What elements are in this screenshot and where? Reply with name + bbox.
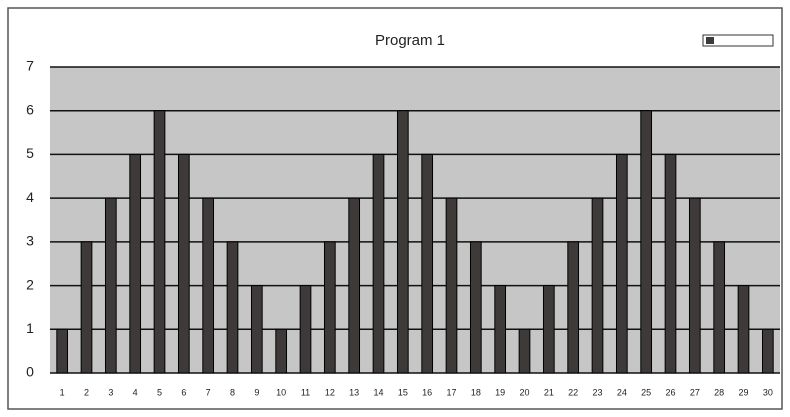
bar — [275, 328, 288, 374]
legend-swatch — [706, 37, 714, 44]
bar — [542, 285, 555, 374]
bar — [445, 197, 458, 374]
x-tick-label: 23 — [592, 387, 602, 397]
x-tick-label: 27 — [690, 387, 700, 397]
x-tick-label: 28 — [714, 387, 724, 397]
x-tick-label: 26 — [665, 387, 675, 397]
bar — [567, 241, 580, 374]
bar — [153, 110, 166, 374]
x-tick-label: 7 — [206, 387, 211, 397]
legend — [702, 34, 774, 47]
x-tick-label: 19 — [495, 387, 505, 397]
x-tick-label: 3 — [108, 387, 113, 397]
x-tick-label: 24 — [617, 387, 627, 397]
x-tick-label: 14 — [373, 387, 383, 397]
plot-area — [50, 67, 780, 373]
bar — [518, 328, 531, 374]
chart-title: Program 1 — [375, 32, 445, 49]
x-tick-label: 12 — [325, 387, 335, 397]
y-tick-label: 2 — [26, 276, 34, 292]
y-tick-label: 5 — [26, 145, 34, 161]
x-tick-label: 17 — [446, 387, 456, 397]
x-tick-label: 11 — [301, 387, 310, 397]
bar — [469, 241, 482, 374]
bar — [591, 197, 604, 374]
x-tick-label: 25 — [641, 387, 651, 397]
bar — [372, 153, 385, 374]
x-tick-label: 8 — [230, 387, 235, 397]
bar — [348, 197, 361, 374]
bar — [56, 328, 69, 374]
x-tick-label: 30 — [763, 387, 773, 397]
x-tick-label: 18 — [471, 387, 481, 397]
x-tick-label: 9 — [254, 387, 259, 397]
bar — [688, 197, 701, 374]
bar — [664, 153, 677, 374]
x-tick-label: 5 — [157, 387, 162, 397]
bar — [250, 285, 263, 374]
x-tick-label: 4 — [133, 387, 138, 397]
x-tick-label: 21 — [544, 387, 554, 397]
bar — [421, 153, 434, 374]
bar — [494, 285, 507, 374]
bar — [202, 197, 215, 374]
x-tick-label: 20 — [519, 387, 529, 397]
bar — [80, 241, 93, 374]
bar — [640, 110, 653, 374]
bar — [713, 241, 726, 374]
bar — [323, 241, 336, 374]
bar — [177, 153, 190, 374]
x-tick-label: 29 — [738, 387, 748, 397]
bar — [396, 110, 409, 374]
bar — [104, 197, 117, 374]
y-tick-label: 3 — [26, 233, 34, 249]
y-tick-label: 7 — [26, 58, 34, 74]
y-tick-label: 1 — [26, 320, 34, 336]
bar — [761, 328, 774, 374]
x-tick-label: 2 — [84, 387, 89, 397]
y-tick-label: 0 — [26, 364, 34, 380]
x-tick-label: 15 — [398, 387, 408, 397]
bar — [615, 153, 628, 374]
x-tick-label: 6 — [181, 387, 186, 397]
bar — [299, 285, 312, 374]
y-tick-label: 6 — [26, 101, 34, 117]
y-tick-label: 4 — [26, 189, 34, 205]
x-tick-label: 16 — [422, 387, 432, 397]
bar — [129, 153, 142, 374]
x-tick-label: 13 — [349, 387, 359, 397]
legend-box — [702, 34, 774, 47]
bar — [737, 285, 750, 374]
x-tick-label: 10 — [276, 387, 286, 397]
bar — [226, 241, 239, 374]
x-tick-label: 22 — [568, 387, 578, 397]
x-tick-label: 1 — [60, 387, 65, 397]
